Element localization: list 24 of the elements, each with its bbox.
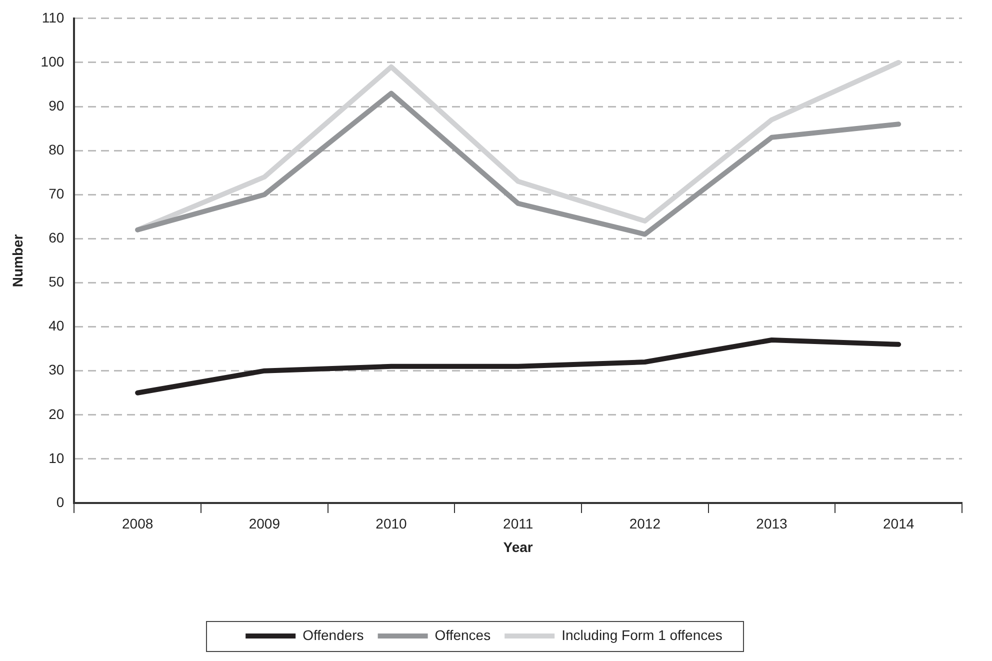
x-tick-label: 2014 bbox=[883, 515, 914, 532]
y-tick-label: 30 bbox=[48, 362, 64, 378]
x-tick-label: 2013 bbox=[756, 515, 788, 532]
y-tick-label: 40 bbox=[48, 318, 64, 334]
y-tick-label: 60 bbox=[48, 230, 64, 246]
y-tick-label: 90 bbox=[48, 97, 64, 114]
x-tick-label: 2008 bbox=[122, 515, 154, 532]
y-tick-label: 50 bbox=[48, 274, 64, 290]
y-axis-title: Number bbox=[9, 234, 26, 288]
legend-label: Offences bbox=[434, 626, 491, 643]
x-tick-label: 2012 bbox=[629, 515, 661, 532]
y-tick-label: 80 bbox=[48, 141, 64, 158]
x-tick-label: 2010 bbox=[376, 515, 408, 532]
legend-label: Including Form 1 offences bbox=[562, 626, 722, 643]
y-tick-label: 20 bbox=[48, 406, 64, 422]
y-tick-label: 70 bbox=[48, 185, 64, 202]
x-axis-title: Year bbox=[503, 539, 534, 556]
y-tick-label: 0 bbox=[56, 494, 64, 510]
x-tick-label: 2011 bbox=[503, 515, 534, 532]
legend-label: Offenders bbox=[302, 626, 364, 643]
x-tick-label: 2009 bbox=[248, 515, 280, 532]
y-tick-label: 100 bbox=[40, 53, 64, 70]
y-tick-label: 110 bbox=[42, 9, 64, 26]
y-tick-label: 10 bbox=[48, 450, 64, 466]
